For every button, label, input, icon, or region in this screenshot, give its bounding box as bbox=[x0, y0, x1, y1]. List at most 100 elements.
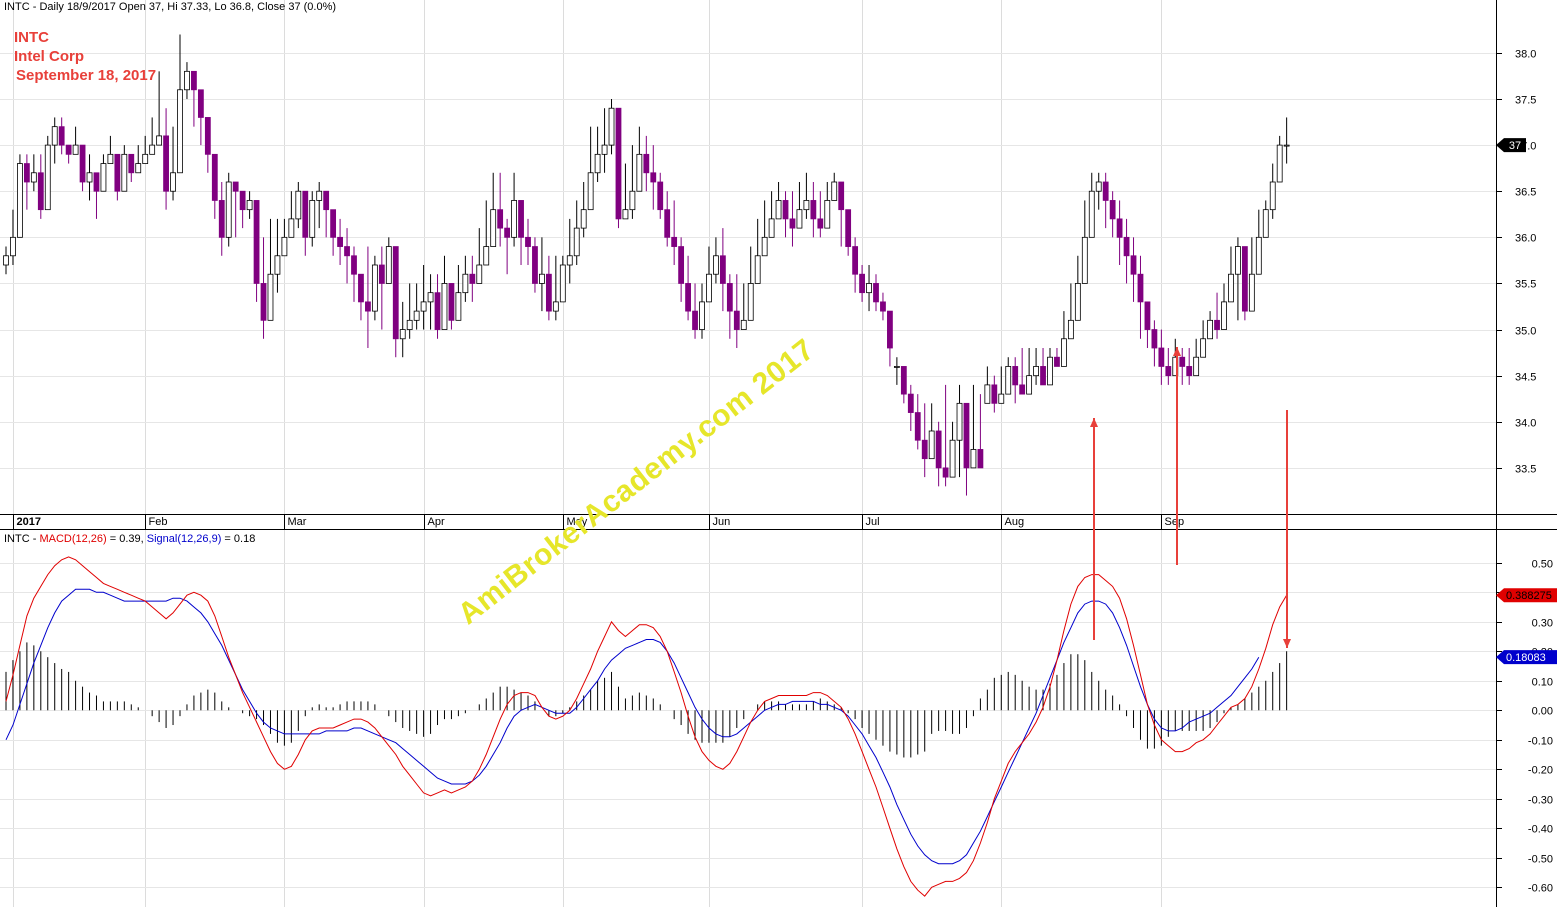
candle-bull bbox=[552, 301, 559, 312]
candle-bull bbox=[608, 107, 615, 146]
x-tick-label: Jul bbox=[866, 516, 880, 528]
candle-bear bbox=[504, 227, 511, 238]
candle-bull bbox=[594, 153, 601, 174]
candle-bear bbox=[643, 153, 650, 174]
candle-bear bbox=[79, 144, 86, 183]
candle-bear bbox=[810, 200, 817, 220]
candle-bear bbox=[782, 200, 789, 220]
candle-bull bbox=[1081, 236, 1088, 284]
signal-header-value: = 0.18 bbox=[221, 533, 256, 545]
candle-bull bbox=[803, 200, 810, 211]
candle-bull bbox=[441, 283, 448, 330]
candle-bull bbox=[1200, 338, 1207, 358]
candle-bear bbox=[1040, 366, 1046, 386]
candle-bull bbox=[246, 200, 253, 211]
candle-bear bbox=[838, 181, 845, 211]
candle-bull bbox=[984, 384, 991, 404]
x-tick-label: Mar bbox=[288, 516, 307, 528]
candle-bear bbox=[859, 273, 865, 294]
candle-bear bbox=[1144, 301, 1151, 330]
candle-bull bbox=[135, 163, 142, 174]
candle-bear bbox=[991, 384, 998, 404]
candle-bull bbox=[928, 430, 935, 460]
candle-bear bbox=[615, 107, 622, 220]
candle-bear bbox=[942, 467, 949, 478]
macd-y-tick-label: -0.60 bbox=[1528, 883, 1553, 895]
candle-bull bbox=[1269, 181, 1276, 211]
candle-bear bbox=[128, 153, 135, 174]
candle-bull bbox=[288, 218, 295, 238]
candle-bear bbox=[448, 283, 455, 321]
candle-bull bbox=[831, 181, 838, 201]
candle-bear bbox=[817, 218, 824, 229]
candle-bull bbox=[427, 292, 434, 303]
y-tick-label: 35.0 bbox=[1515, 326, 1536, 338]
candle-bull bbox=[539, 273, 545, 284]
candle-bear bbox=[935, 430, 942, 469]
y-tick-label: 36.0 bbox=[1515, 233, 1536, 245]
candle-bull bbox=[184, 70, 190, 91]
candle-bear bbox=[351, 255, 357, 275]
candle-bear bbox=[1116, 218, 1123, 238]
candle-bull bbox=[462, 273, 469, 294]
candle-bear bbox=[337, 236, 343, 247]
candle-bear bbox=[845, 209, 852, 247]
candle-bear bbox=[1151, 329, 1158, 349]
candle-bull bbox=[1221, 301, 1227, 330]
candle-bear bbox=[907, 393, 914, 413]
y-tick-label: 35.5 bbox=[1515, 279, 1536, 291]
y-tick-label: 34.5 bbox=[1515, 372, 1536, 384]
candle-bull bbox=[1074, 283, 1081, 321]
candle-bull bbox=[274, 255, 281, 275]
x-tick-label: 2017 bbox=[17, 516, 41, 528]
candle-bull bbox=[866, 283, 872, 294]
candle-bear bbox=[525, 236, 531, 247]
candle-bear bbox=[469, 273, 476, 284]
macd-line bbox=[5, 556, 1288, 897]
candle-bull bbox=[1026, 375, 1033, 395]
candle-bull bbox=[1005, 366, 1012, 395]
candle-bear bbox=[197, 89, 204, 118]
signal-last-label: 0.18083 bbox=[1506, 652, 1546, 664]
candle-bear bbox=[664, 209, 671, 238]
candle-bull bbox=[629, 190, 636, 211]
candle-bull bbox=[699, 301, 705, 330]
candle-bull bbox=[601, 144, 608, 155]
candle-bear bbox=[1214, 319, 1220, 330]
candle-bull bbox=[51, 126, 58, 146]
candle-bull bbox=[156, 135, 163, 146]
candle-bear bbox=[1137, 273, 1144, 303]
y-tick-label: 36.5 bbox=[1515, 187, 1536, 199]
candle-bull bbox=[1262, 209, 1269, 238]
candle-bull bbox=[1255, 236, 1262, 275]
candle-bull bbox=[1095, 181, 1102, 192]
x-tick-label: Feb bbox=[149, 516, 168, 528]
candle-bear bbox=[204, 117, 211, 155]
candle-bull bbox=[636, 153, 643, 192]
price-candles bbox=[3, 34, 1290, 496]
candle-bear bbox=[518, 200, 524, 238]
candle-bull bbox=[420, 301, 427, 312]
candle-bear bbox=[1130, 255, 1137, 275]
candle-bull bbox=[754, 255, 761, 284]
candle-bull bbox=[580, 209, 587, 229]
last-price-label: 37 bbox=[1509, 140, 1521, 152]
candle-bear bbox=[733, 310, 740, 330]
candle-bull bbox=[1193, 356, 1200, 377]
candle-bull bbox=[100, 163, 107, 192]
price-header: INTC - Daily 18/9/2017 Open 37, Hi 37.33… bbox=[4, 1, 337, 13]
candle-bull bbox=[295, 190, 302, 220]
candle-bear bbox=[887, 310, 893, 349]
candle-bull bbox=[1228, 273, 1234, 303]
candle-bear bbox=[963, 402, 970, 469]
candle-bull bbox=[970, 449, 977, 469]
candle-bear bbox=[852, 246, 859, 275]
candle-bull bbox=[740, 319, 747, 330]
candle-bull bbox=[706, 273, 712, 303]
candle-bear bbox=[218, 200, 225, 238]
candle-bull bbox=[1088, 190, 1095, 238]
candle-bull bbox=[713, 255, 719, 275]
candle-bull bbox=[1276, 144, 1283, 183]
candle-bear bbox=[900, 366, 907, 395]
